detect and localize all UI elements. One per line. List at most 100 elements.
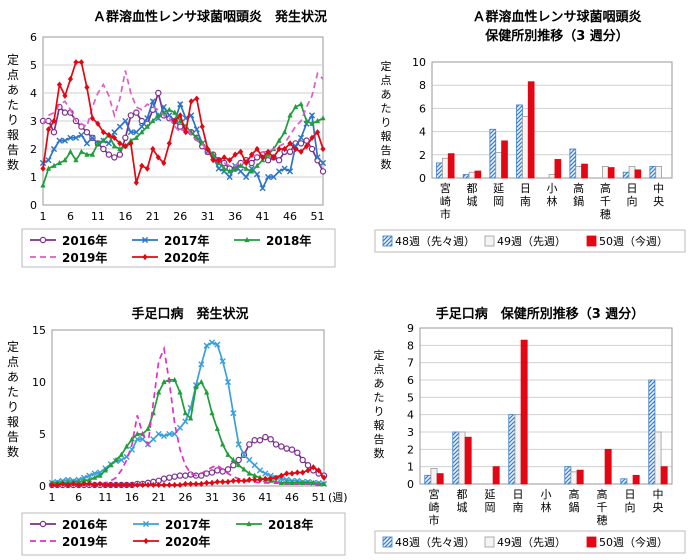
data-point	[236, 462, 242, 468]
data-point	[155, 154, 161, 161]
data-point	[319, 159, 327, 167]
category-label-char: 岡	[485, 501, 496, 514]
data-point	[51, 117, 57, 125]
bar	[649, 165, 657, 179]
data-point	[283, 476, 290, 483]
data-point	[214, 478, 220, 485]
bar	[447, 153, 455, 179]
data-point	[177, 389, 183, 395]
data-point	[118, 456, 125, 464]
bar	[620, 478, 628, 485]
category-label: 小林	[547, 182, 558, 208]
data-point	[177, 101, 184, 108]
data-point	[177, 123, 184, 130]
data-point	[144, 165, 150, 172]
x-tick-label: 21	[152, 491, 166, 504]
data-point	[122, 143, 128, 150]
data-point	[122, 134, 129, 141]
series-2020年	[49, 464, 327, 489]
data-point	[56, 81, 63, 88]
data-point	[111, 143, 117, 149]
data-point	[254, 162, 260, 168]
category-label: 延岡	[493, 182, 504, 208]
y-axis-label-char: た	[7, 385, 19, 399]
legend-swatch	[484, 235, 495, 247]
legend-label: 48週（先々週）	[395, 235, 475, 248]
data-point	[81, 480, 87, 488]
data-point	[150, 436, 157, 443]
y-tick-label: 0	[407, 478, 414, 491]
x-tick-label: 51	[311, 210, 325, 223]
data-point	[264, 156, 272, 164]
chart-title: Ａ群溶血性レンサ球菌咽頭炎 発生状況	[93, 9, 327, 25]
data-point	[300, 469, 306, 476]
legend-label: 2016年	[62, 517, 107, 532]
data-point	[292, 103, 299, 110]
data-point	[281, 165, 288, 172]
bar	[424, 474, 432, 485]
data-point	[235, 441, 242, 448]
legend-box	[374, 530, 686, 554]
bar	[527, 81, 535, 179]
category-label-char: 穂	[600, 207, 611, 221]
y-tick-label: 0	[39, 480, 46, 493]
data-point	[160, 475, 168, 482]
data-point	[227, 168, 233, 174]
y-axis-label-char: り	[381, 116, 392, 129]
y-axis-label-char: 数	[374, 447, 385, 460]
y-tick-label: 1	[407, 461, 414, 474]
category-label-char: 日	[627, 182, 638, 195]
data-point	[39, 520, 47, 528]
data-point	[138, 117, 146, 125]
bar	[520, 339, 528, 485]
data-point	[92, 481, 98, 489]
data-point	[238, 162, 244, 168]
y-axis-label-char: 告	[7, 430, 19, 444]
category-label: 宮崎市	[440, 181, 451, 221]
data-point	[249, 151, 255, 158]
data-point	[39, 236, 47, 244]
data-point	[84, 151, 90, 157]
y-axis-label-char: た	[7, 98, 19, 112]
data-point	[166, 140, 172, 147]
data-point	[118, 481, 124, 489]
data-point	[51, 162, 57, 168]
data-point	[182, 410, 188, 416]
data-point	[309, 120, 315, 126]
data-point	[320, 115, 326, 121]
data-point	[259, 185, 266, 192]
data-point	[241, 466, 247, 472]
legend-label: 2017年	[165, 517, 210, 532]
data-point	[49, 481, 55, 489]
data-point	[142, 520, 150, 528]
data-point	[56, 159, 63, 166]
data-point	[102, 481, 108, 489]
data-point	[294, 449, 301, 456]
x-tick-label: 1	[40, 210, 47, 223]
data-point	[54, 481, 60, 489]
data-point	[268, 475, 274, 482]
data-point	[246, 520, 252, 527]
y-axis-label-char: た	[374, 391, 385, 404]
data-point	[150, 145, 156, 153]
bar	[458, 431, 466, 485]
series-line	[42, 70, 324, 167]
data-point	[193, 384, 199, 390]
bar	[474, 170, 482, 179]
y-axis-label-char: り	[7, 113, 19, 127]
x-tick-label: 46	[283, 210, 297, 223]
data-point	[270, 173, 277, 181]
data-point	[286, 148, 294, 155]
bar	[581, 163, 588, 179]
data-point	[262, 433, 269, 441]
y-axis-label-char: あ	[374, 377, 385, 390]
chart-title: 手足口病 保健所別推移（3 週分）	[436, 306, 645, 322]
data-point	[78, 131, 85, 139]
data-point	[289, 470, 295, 477]
data-point	[288, 446, 296, 453]
y-tick-label: 5	[407, 391, 414, 404]
data-point	[70, 480, 76, 488]
bar	[654, 431, 662, 485]
bar	[492, 466, 500, 485]
bar	[660, 466, 668, 485]
